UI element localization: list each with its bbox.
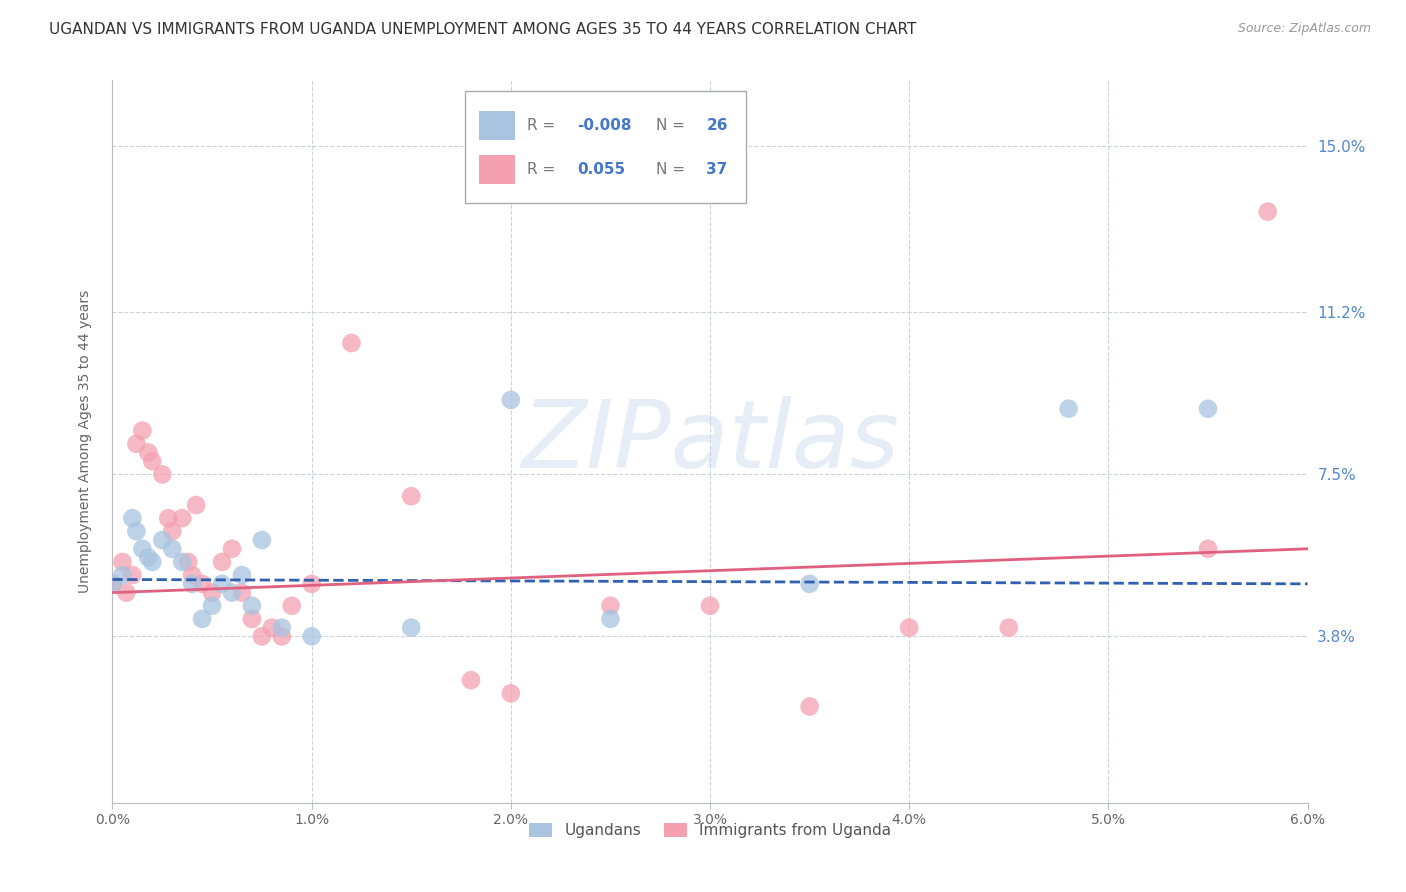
Point bbox=[141, 454, 163, 468]
Point bbox=[111, 555, 134, 569]
Point bbox=[799, 577, 821, 591]
Point bbox=[260, 621, 283, 635]
Point bbox=[121, 511, 143, 525]
Point bbox=[281, 599, 304, 613]
Point bbox=[162, 524, 183, 539]
Point bbox=[231, 585, 253, 599]
Point bbox=[401, 489, 423, 503]
Text: R =: R = bbox=[527, 161, 561, 177]
Point bbox=[240, 599, 263, 613]
Point bbox=[221, 541, 243, 556]
Point bbox=[211, 577, 233, 591]
Point bbox=[150, 467, 173, 482]
Point bbox=[150, 533, 173, 547]
Point bbox=[799, 699, 821, 714]
Point bbox=[111, 568, 134, 582]
Point bbox=[131, 541, 153, 556]
Point bbox=[699, 599, 721, 613]
Point bbox=[1197, 541, 1219, 556]
Point bbox=[221, 585, 243, 599]
Point bbox=[270, 621, 292, 635]
Point bbox=[231, 568, 253, 582]
Point bbox=[172, 511, 194, 525]
Point bbox=[138, 445, 160, 459]
Point bbox=[125, 436, 148, 450]
Point bbox=[898, 621, 921, 635]
Point bbox=[250, 629, 273, 643]
Point bbox=[1257, 204, 1279, 219]
Point bbox=[177, 555, 200, 569]
Point bbox=[101, 577, 124, 591]
Point bbox=[186, 498, 208, 512]
Point bbox=[121, 568, 143, 582]
Point bbox=[138, 550, 160, 565]
Point bbox=[157, 511, 180, 525]
Point bbox=[301, 577, 323, 591]
Point bbox=[162, 541, 183, 556]
Point bbox=[201, 585, 224, 599]
Point bbox=[599, 612, 621, 626]
Point bbox=[172, 555, 194, 569]
Bar bbox=[465, 91, 747, 203]
Point bbox=[1197, 401, 1219, 416]
Text: 26: 26 bbox=[706, 119, 728, 133]
Text: 37: 37 bbox=[706, 161, 728, 177]
Point bbox=[191, 577, 214, 591]
Text: ZIPatlas: ZIPatlas bbox=[522, 396, 898, 487]
Point bbox=[125, 524, 148, 539]
Point bbox=[250, 533, 273, 547]
Point bbox=[211, 555, 233, 569]
Point bbox=[115, 585, 138, 599]
Point bbox=[998, 621, 1021, 635]
Point bbox=[599, 599, 621, 613]
Point bbox=[499, 392, 522, 407]
Point bbox=[460, 673, 482, 688]
Point bbox=[401, 621, 423, 635]
Text: -0.008: -0.008 bbox=[578, 119, 631, 133]
Text: Source: ZipAtlas.com: Source: ZipAtlas.com bbox=[1237, 22, 1371, 36]
Point bbox=[1057, 401, 1080, 416]
Legend: Ugandans, Immigrants from Uganda: Ugandans, Immigrants from Uganda bbox=[522, 815, 898, 846]
Y-axis label: Unemployment Among Ages 35 to 44 years: Unemployment Among Ages 35 to 44 years bbox=[77, 290, 91, 593]
Point bbox=[101, 577, 124, 591]
Point bbox=[191, 612, 214, 626]
Point bbox=[301, 629, 323, 643]
Text: UGANDAN VS IMMIGRANTS FROM UGANDA UNEMPLOYMENT AMONG AGES 35 TO 44 YEARS CORRELA: UGANDAN VS IMMIGRANTS FROM UGANDA UNEMPL… bbox=[49, 22, 917, 37]
Point bbox=[181, 577, 204, 591]
Point bbox=[270, 629, 292, 643]
Text: N =: N = bbox=[657, 161, 690, 177]
Point bbox=[240, 612, 263, 626]
Text: 0.055: 0.055 bbox=[578, 161, 626, 177]
Point bbox=[499, 686, 522, 700]
Point bbox=[201, 599, 224, 613]
Point bbox=[131, 424, 153, 438]
Point bbox=[340, 336, 363, 351]
Point bbox=[141, 555, 163, 569]
Bar bbox=[479, 112, 515, 140]
Text: R =: R = bbox=[527, 119, 561, 133]
Bar bbox=[479, 154, 515, 184]
Point bbox=[181, 568, 204, 582]
Text: N =: N = bbox=[657, 119, 690, 133]
